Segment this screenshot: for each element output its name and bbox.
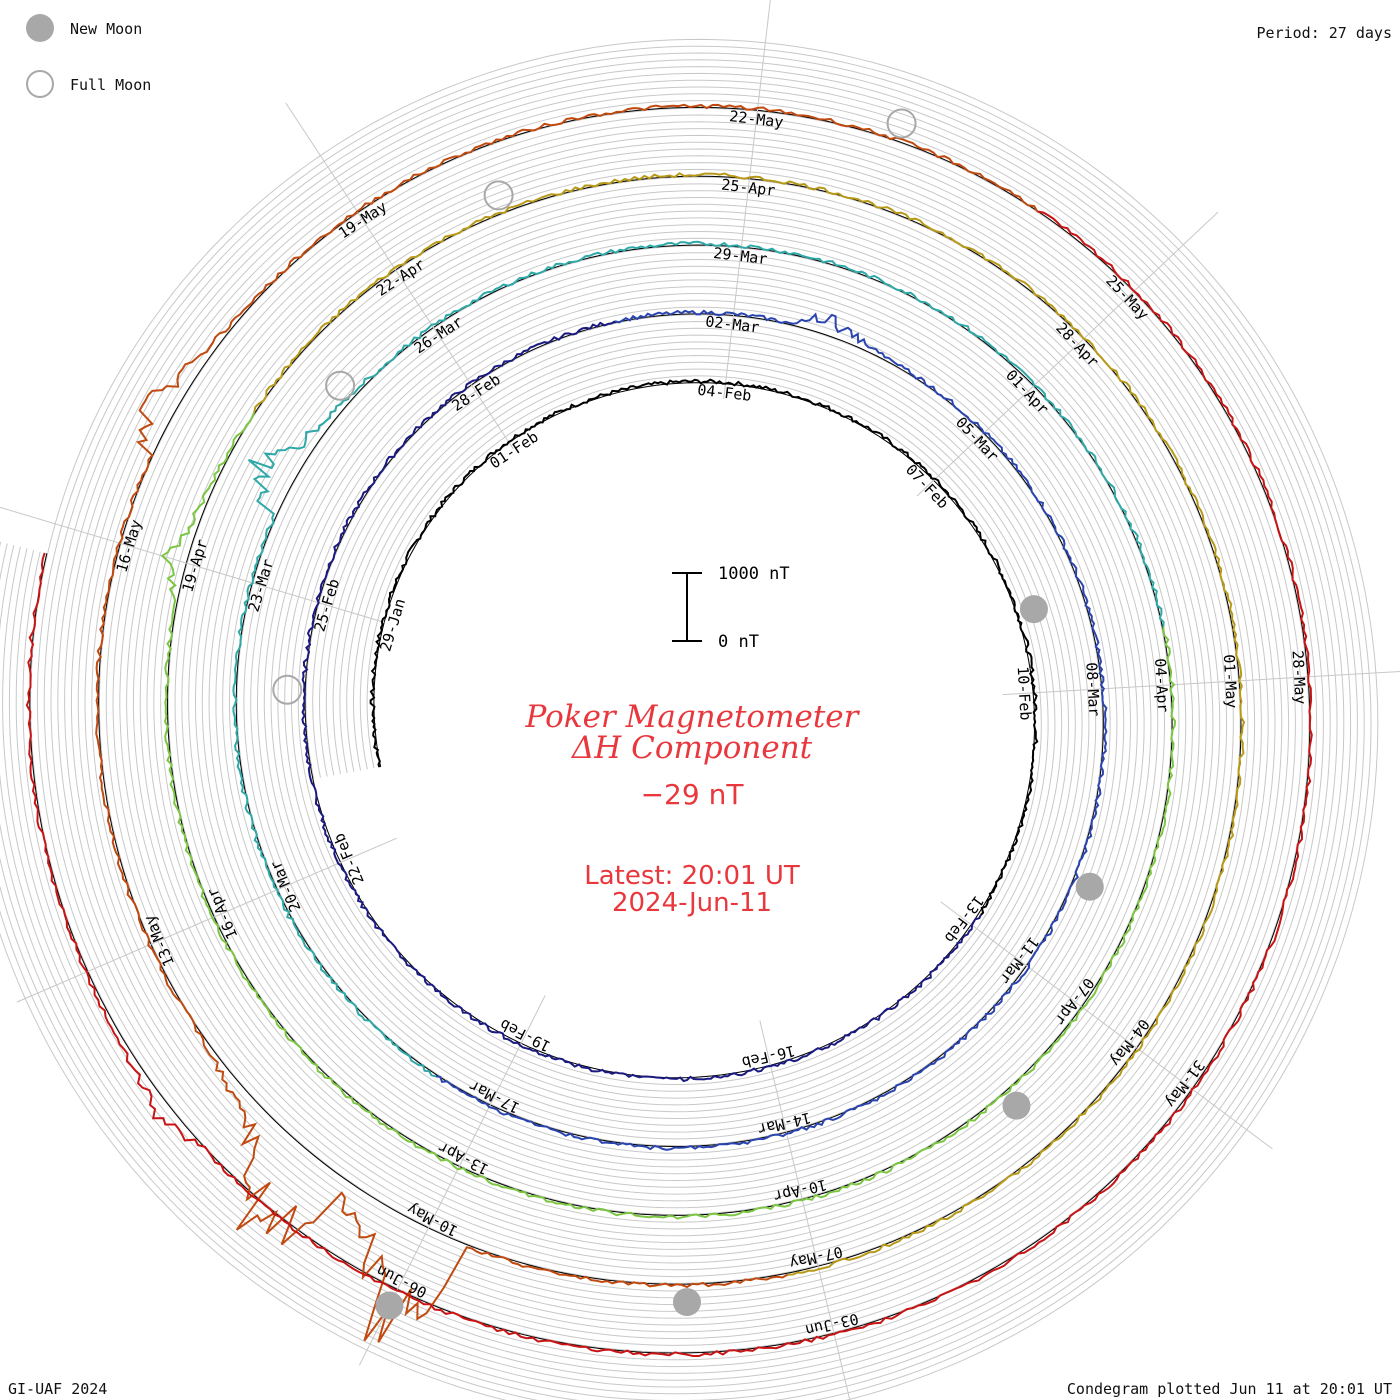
footer-plot-time: Condegram plotted Jun 11 at 20:01 UT <box>1066 1380 1392 1398</box>
radial-spoke <box>916 211 1219 497</box>
radial-spoke <box>940 901 1273 1150</box>
grid-spiral <box>0 38 1379 1400</box>
date-label: 19-May <box>335 198 390 243</box>
grid-spiral <box>2 79 1338 1381</box>
grid-spiral <box>0 45 1372 1400</box>
radial-spoke <box>759 1020 851 1400</box>
trace-series <box>25 103 1313 1357</box>
date-label: 01-May <box>1220 654 1241 709</box>
new-moon-marker <box>1075 872 1104 901</box>
grid-spiral <box>0 52 1365 1400</box>
new-moon-marker <box>1002 1091 1031 1120</box>
date-label: 13-Feb <box>941 892 988 946</box>
new-moon-icon <box>26 14 54 42</box>
scale-bar: 1000 nT 0 nT <box>672 564 790 652</box>
scale-bottom-label: 0 nT <box>718 632 759 652</box>
moon-markers <box>272 108 1104 1320</box>
trace-segment <box>435 309 1108 1151</box>
date-label: 28-May <box>1289 650 1310 705</box>
radial-spoke <box>16 837 397 1003</box>
new-moon-marker <box>1019 595 1048 624</box>
period-label: Period: 27 days <box>1256 24 1392 42</box>
grid-spiral <box>0 66 1352 1395</box>
trace-segment <box>369 378 1039 916</box>
date-label: 04-Feb <box>696 381 752 405</box>
date-label: 04-May <box>1106 1015 1153 1069</box>
new-moon-marker <box>673 1288 701 1317</box>
trace-segment <box>95 103 1039 1343</box>
chart-title-line1: Poker Magnetometer <box>525 699 861 735</box>
grid-spiral <box>8 86 1331 1374</box>
trace-segment <box>232 240 1165 1078</box>
date-label: 19-Apr <box>179 537 212 594</box>
scale-top-label: 1000 nT <box>718 564 790 584</box>
radial-spoke <box>723 0 771 400</box>
center-title-block: Poker Magnetometer ΔH Component −29 nT L… <box>525 699 861 918</box>
date-label: 25-Feb <box>310 577 343 634</box>
date-label: 08-Mar <box>1082 662 1103 717</box>
chart-title-line2: ΔH Component <box>571 730 813 766</box>
date-label: 19-Feb <box>497 1015 554 1055</box>
full-moon-marker <box>325 370 356 401</box>
full-moon-marker <box>272 674 303 705</box>
trace-segment <box>25 552 46 834</box>
footer-credit: GI-UAF 2024 <box>8 1380 108 1398</box>
date-label: 04-Apr <box>1151 658 1172 713</box>
date-label: 01-Feb <box>486 428 541 473</box>
grid-spiral <box>0 72 1345 1388</box>
date-label: 29-Jan <box>376 596 409 653</box>
date-label: 07-Feb <box>902 461 952 513</box>
legend-new-moon-label: New Moon <box>70 20 143 38</box>
grid-spiral <box>0 59 1358 1400</box>
grid-spiral <box>15 93 1324 1368</box>
latest-time: Latest: 20:01 UT <box>584 861 800 891</box>
full-moon-marker <box>886 108 917 139</box>
full-moon-icon <box>26 70 54 98</box>
radial-spoke <box>1002 670 1400 696</box>
date-label: 25-Apr <box>720 176 776 200</box>
latest-date: 2024-Jun-11 <box>612 888 772 918</box>
trace-segment <box>160 411 1177 1220</box>
new-moon-marker <box>375 1291 404 1320</box>
trace-segment <box>253 172 1246 1276</box>
date-label: 10-Feb <box>1014 666 1035 721</box>
trace-segment <box>301 320 982 1083</box>
grid-spiral <box>22 100 1318 1361</box>
current-value: −29 nT <box>641 778 745 811</box>
radial-spoke <box>285 102 514 450</box>
trace-segment <box>41 210 1313 1357</box>
legend-full-moon-label: Full Moon <box>70 76 152 94</box>
full-moon-marker <box>483 180 514 211</box>
